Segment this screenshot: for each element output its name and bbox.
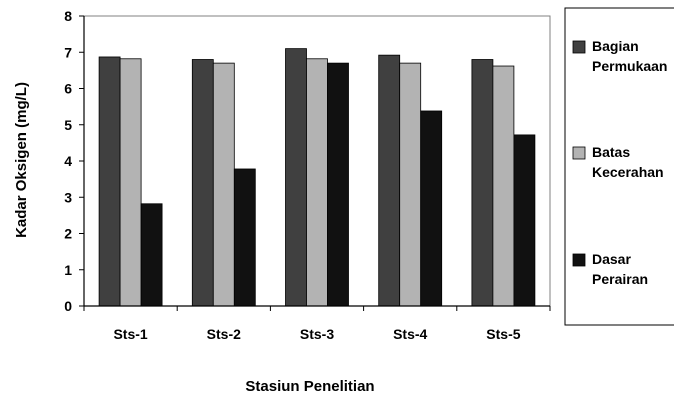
y-tick-label: 6: [64, 81, 72, 97]
legend-label: Dasar: [592, 251, 631, 267]
bar: [420, 110, 443, 307]
y-axis-title: Kadar Oksigen (mg/L): [13, 82, 30, 238]
legend-box: [564, 7, 674, 326]
bar: [212, 62, 235, 307]
bar: [306, 58, 328, 307]
x-tick-label: Sts-5: [486, 326, 520, 342]
labels-layer: Stasiun Penelitian Kadar Oksigen (mg/L): [13, 82, 375, 395]
x-tick-label: Sts-3: [300, 326, 334, 342]
y-tick-label: 5: [64, 117, 72, 133]
y-tick-label: 7: [64, 44, 72, 60]
bar: [513, 134, 536, 307]
y-tick-label: 2: [64, 226, 72, 242]
bar: [233, 168, 256, 307]
bar: [119, 58, 142, 307]
bar: [492, 65, 515, 307]
bar: [140, 203, 163, 307]
bar: [378, 54, 401, 307]
x-axis-title: Stasiun Penelitian: [245, 378, 374, 395]
axes-layer: 0 1 2 3 4 5 6 7 8 Sts-1 Sts-2 Sts-3 Sts-4 Sts-5: [64, 8, 551, 342]
bar: [327, 62, 349, 307]
x-tick-label: Sts-1: [113, 326, 147, 342]
bar: [471, 59, 494, 307]
legend-label: Perairan: [592, 271, 648, 287]
bar: [98, 56, 121, 307]
bar: [399, 62, 422, 307]
x-tick-label: Sts-2: [207, 326, 241, 342]
bars-layer: [98, 48, 536, 307]
legend-label: Kecerahan: [592, 164, 664, 180]
legend-swatch: [572, 146, 586, 160]
legend: Bagian Permukaan Batas Kecerahan Dasar Perair…: [564, 7, 674, 326]
legend-label: Bagian: [592, 38, 639, 54]
y-tick-label: 1: [64, 262, 72, 278]
bar: [285, 48, 307, 307]
x-tick-label: Sts-4: [393, 326, 427, 342]
legend-label: Permukaan: [592, 58, 667, 74]
bar: [191, 59, 214, 307]
y-tick-label: 0: [64, 298, 72, 314]
y-tick-label: 4: [64, 153, 72, 169]
legend-label: Batas: [592, 144, 630, 160]
y-tick-label: 3: [64, 189, 72, 205]
legend-swatch: [572, 40, 586, 54]
legend-swatch: [572, 253, 586, 267]
y-tick-label: 8: [64, 8, 72, 24]
